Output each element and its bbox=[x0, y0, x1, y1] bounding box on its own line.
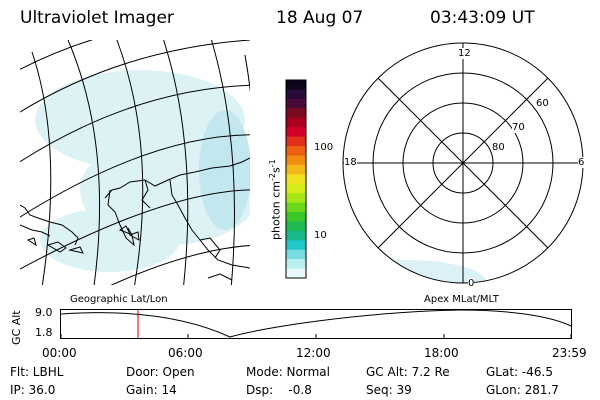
mlat-label-80: 80 bbox=[492, 142, 505, 153]
color-bar-cell bbox=[286, 164, 306, 175]
mlat-label-70: 70 bbox=[512, 122, 525, 133]
mlat-label-60: 60 bbox=[536, 98, 549, 109]
door-info: Door: Open bbox=[126, 365, 195, 379]
filter-info: Flt: LBHL bbox=[10, 365, 64, 379]
mlt-label-6: 6 bbox=[578, 157, 585, 168]
glat-info: GLat: -46.5 bbox=[486, 365, 553, 379]
color-bar-cell bbox=[286, 259, 306, 270]
color-bar-cell bbox=[286, 249, 306, 260]
altitude-ytick-max: 9.0 bbox=[35, 306, 53, 319]
color-bar-cell bbox=[286, 127, 306, 138]
color-bar-cell bbox=[286, 212, 306, 222]
altitude-x-ticks bbox=[60, 334, 572, 339]
color-bar-cell bbox=[286, 136, 306, 147]
altitude-curve bbox=[60, 309, 572, 338]
image-date: 18 Aug 07 bbox=[276, 8, 364, 28]
colorbar-tick-10: 10 bbox=[314, 230, 327, 241]
color-bar-cell bbox=[286, 240, 306, 251]
image-time: 03:43:09 UT bbox=[430, 8, 535, 28]
color-scale-bar bbox=[285, 79, 307, 279]
polar-mlt-plot bbox=[342, 42, 584, 284]
apex-coord-label: Apex MLat/MLT bbox=[424, 294, 499, 305]
colorbar-tick-100: 100 bbox=[314, 142, 334, 153]
color-bar-frame bbox=[285, 79, 307, 279]
color-bar-cell bbox=[286, 98, 306, 109]
color-bar-cell bbox=[286, 117, 306, 128]
altitude-ytick-min: 1.8 bbox=[35, 326, 53, 339]
color-bar-cell bbox=[286, 155, 306, 166]
coastline bbox=[20, 157, 250, 281]
glon-info: GLon: 281.7 bbox=[486, 383, 559, 397]
ip-info: IP: 36.0 bbox=[10, 383, 56, 397]
mlt-label-18: 18 bbox=[344, 157, 357, 168]
color-bar-cell bbox=[286, 146, 306, 156]
color-bar-cell bbox=[286, 193, 306, 204]
color-bar-cell bbox=[286, 268, 306, 279]
uv-emission-haze bbox=[35, 70, 250, 272]
time-tick-2359: 23:59 bbox=[552, 346, 587, 360]
color-bar-cell bbox=[286, 183, 306, 194]
altitude-axis-title: GC Alt bbox=[10, 310, 23, 345]
altitude-plot bbox=[60, 309, 572, 339]
time-tick-1200: 12:00 bbox=[296, 346, 331, 360]
mlt-label-0: 0 bbox=[468, 278, 475, 289]
colorbar-unit-label: photon cm-2s-1 bbox=[268, 159, 283, 240]
color-bar-cell bbox=[286, 221, 306, 232]
color-bar-cell bbox=[286, 89, 306, 100]
time-tick-0000: 00:00 bbox=[42, 346, 77, 360]
color-bar-cell bbox=[286, 202, 306, 213]
seq-info: Seq: 39 bbox=[366, 383, 412, 397]
gc-alt-info: GC Alt: 7.2 Re bbox=[366, 365, 450, 379]
geographic-map bbox=[20, 40, 250, 285]
longitude-lines bbox=[31, 40, 250, 285]
gain-info: Gain: 14 bbox=[126, 383, 177, 397]
color-bar-cell bbox=[286, 80, 306, 90]
color-bar-cell bbox=[286, 230, 306, 241]
geographic-coord-label: Geographic Lat/Lon bbox=[70, 294, 168, 305]
mlt-diagonal-line bbox=[377, 77, 549, 249]
color-bar-cell bbox=[286, 108, 306, 119]
color-bar-cell bbox=[286, 174, 306, 185]
instrument-title: Ultraviolet Imager bbox=[20, 8, 174, 28]
mode-info: Mode: Normal bbox=[246, 365, 330, 379]
time-tick-0600: 06:00 bbox=[168, 346, 203, 360]
mlt-label-12: 12 bbox=[458, 48, 471, 59]
dsp-info: Dsp: -0.8 bbox=[246, 383, 312, 397]
time-tick-1800: 18:00 bbox=[424, 346, 459, 360]
latitude-lines bbox=[20, 40, 250, 285]
